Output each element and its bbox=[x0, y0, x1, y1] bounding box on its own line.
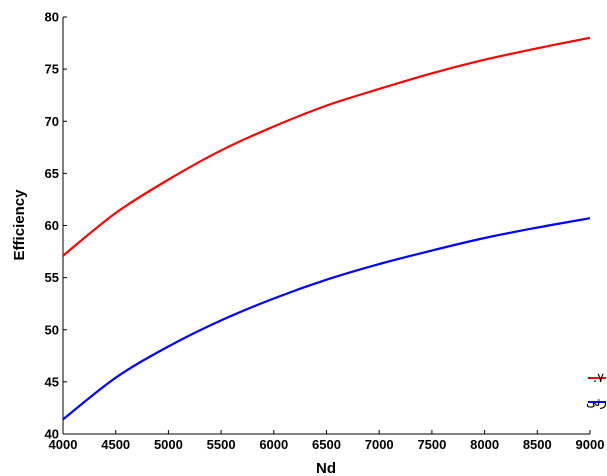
x-tick-label: 4000 bbox=[49, 437, 78, 452]
y-tick-label: 50 bbox=[45, 322, 59, 337]
y-tick-label: 60 bbox=[45, 218, 59, 233]
series-layer bbox=[62, 36, 591, 421]
y-tick-label: 45 bbox=[45, 374, 59, 389]
x-axis-title: Nd bbox=[316, 460, 336, 476]
x-tick-label: 5500 bbox=[207, 437, 236, 452]
y-tick-label: 55 bbox=[45, 270, 59, 285]
y-tick-label: 80 bbox=[45, 10, 59, 25]
legend: وجود مبدل حرارتی با ضریب عملکردی ۰.۷ بدون… bbox=[586, 371, 607, 410]
series-line-0 bbox=[62, 36, 591, 257]
x-tick-label: 4500 bbox=[101, 437, 130, 452]
y-tick-label: 70 bbox=[45, 114, 59, 129]
legend-label-0: وجود مبدل حرارتی با ضریب عملکردی ۰.۷ bbox=[586, 371, 607, 386]
x-tick-label: 6000 bbox=[259, 437, 288, 452]
y-tick-label: 65 bbox=[45, 166, 59, 181]
plot-axes bbox=[62, 17, 590, 435]
y-axis-title: Efficiency bbox=[11, 189, 28, 261]
x-tick-label: 8000 bbox=[470, 437, 499, 452]
y-tick-label: 75 bbox=[45, 62, 59, 77]
x-tick-label: 8500 bbox=[523, 437, 552, 452]
series-line-1 bbox=[62, 217, 591, 421]
ticks-layer: 40 45 50 55 60 65 70 75 80 4000 4500 5000 5500 6000 65… bbox=[45, 10, 605, 453]
legend-label-1: بدون وجودمبدل حرارتی bbox=[586, 395, 607, 410]
x-tick-label: 7500 bbox=[417, 437, 446, 452]
y-tick-label: 40 bbox=[45, 427, 59, 442]
x-tick-label: 6500 bbox=[312, 437, 341, 452]
x-tick-label: 7000 bbox=[365, 437, 394, 452]
x-tick-label: 5000 bbox=[154, 437, 183, 452]
x-tick-label: 9000 bbox=[576, 437, 605, 452]
